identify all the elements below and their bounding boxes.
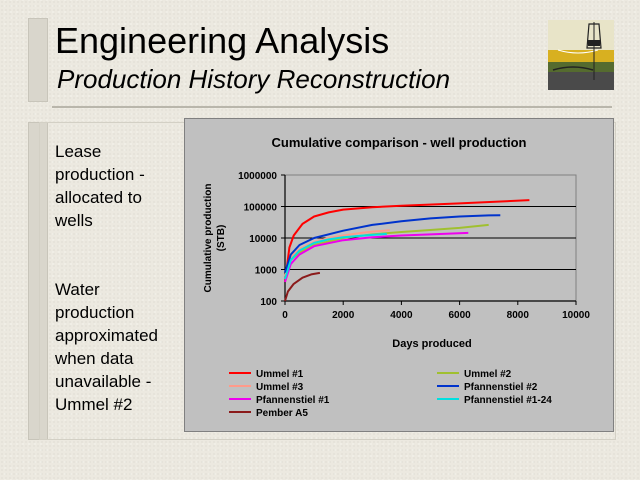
oil-well-logo-icon xyxy=(548,20,614,90)
x-tick-label: 2000 xyxy=(332,310,355,321)
chart-title: Cumulative comparison - well production xyxy=(272,135,527,150)
y-tick-label: 1000000 xyxy=(238,171,277,182)
y-axis-label: Cumulative production (STB) xyxy=(203,184,227,293)
legend-label-pfannenstiel-1: Pfannenstiel #1 xyxy=(256,395,330,406)
y-tick-label: 1000 xyxy=(255,266,278,277)
legend-label-ummel-2: Ummel #2 xyxy=(464,369,512,380)
bullet-list: Lease production - allocated to wells Wa… xyxy=(55,140,180,462)
plot-area: 100 1000 10000 100000 1000000 0 2000 4000 6000 80… xyxy=(238,171,590,321)
x-tick-label: 8000 xyxy=(507,310,530,321)
chart-area: Cumulative comparison - well production … xyxy=(184,118,614,432)
legend-label-ummel-1: Ummel #1 xyxy=(256,369,304,380)
slide-title: Engineering Analysis xyxy=(55,20,390,61)
series-line-ummel-1 xyxy=(284,199,530,283)
decorative-bar-bottom xyxy=(28,122,48,440)
legend: Ummel #1 Ummel #2 Ummel #3 Pfannenstiel #2 P… xyxy=(229,369,552,419)
series-line-pember-a5 xyxy=(284,271,321,302)
legend-label-pfannenstiel-1-24: Pfannenstiel #1-24 xyxy=(464,395,552,406)
legend-label-pfannenstiel-2: Pfannenstiel #2 xyxy=(464,382,538,393)
y-tick-label: 100 xyxy=(260,297,277,308)
title-divider xyxy=(52,106,612,108)
series-line-ummel-3 xyxy=(284,229,390,277)
x-tick-label: 6000 xyxy=(448,310,471,321)
legend-label-ummel-3: Ummel #3 xyxy=(256,382,304,393)
series-line-pfannenstiel-2 xyxy=(284,214,501,273)
x-tick-label: 0 xyxy=(282,310,288,321)
series-line-pfannenstiel-1 xyxy=(284,231,469,283)
bullet-lease-production: Lease production - allocated to wells xyxy=(55,142,145,230)
y-tick-label: 10000 xyxy=(249,234,277,245)
x-tick-label: 10000 xyxy=(562,310,590,321)
bullet-water-production: Water production approximated when data … xyxy=(55,280,159,414)
y-tick-label: 100000 xyxy=(244,203,278,214)
decorative-bar-top xyxy=(28,18,48,102)
x-tick-label: 4000 xyxy=(390,310,413,321)
y-axis-label-group: Cumulative production (STB) xyxy=(203,184,227,293)
x-axis-label: Days produced xyxy=(392,338,471,350)
cumulative-production-chart: Cumulative comparison - well production … xyxy=(203,135,590,419)
y-axis-label-line2: (STB) xyxy=(216,225,227,252)
series-line-pfannenstiel-1-24 xyxy=(284,232,387,280)
y-axis-label-line1: Cumulative production xyxy=(203,184,214,293)
legend-label-pember-a5: Pember A5 xyxy=(256,408,308,419)
slide-subtitle: Production History Reconstruction xyxy=(57,64,451,94)
